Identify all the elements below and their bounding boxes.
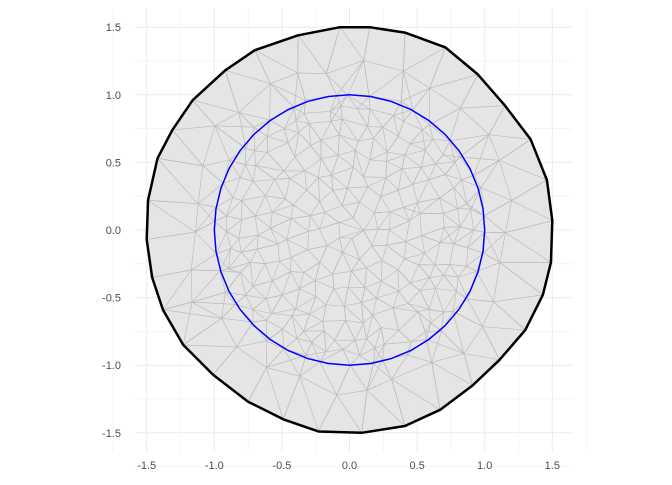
y-tick-label: 1.5 (106, 22, 121, 34)
x-tick-label: 0.5 (409, 460, 424, 472)
y-tick-label: 1.0 (106, 90, 121, 102)
y-tick-label: 0.0 (106, 225, 121, 237)
y-axis-ticks: 1.5 1.0 0.5 0.0 -0.5 -1.0 -1.5 (102, 22, 121, 440)
y-tick-label: -1.0 (102, 360, 121, 372)
x-tick-label: 1.0 (477, 460, 492, 472)
x-tick-label: -1.5 (137, 460, 156, 472)
y-tick-label: 0.5 (106, 157, 121, 169)
x-tick-label: -0.5 (272, 460, 291, 472)
x-tick-label: -1.0 (205, 460, 224, 472)
y-tick-label: -1.5 (102, 428, 121, 440)
x-axis-ticks: -1.5 -1.0 -0.5 0.0 0.5 1.0 1.5 (137, 460, 560, 472)
y-tick-label: -0.5 (102, 293, 121, 305)
x-tick-label: 0.0 (342, 460, 357, 472)
x-tick-label: 1.5 (545, 460, 560, 472)
